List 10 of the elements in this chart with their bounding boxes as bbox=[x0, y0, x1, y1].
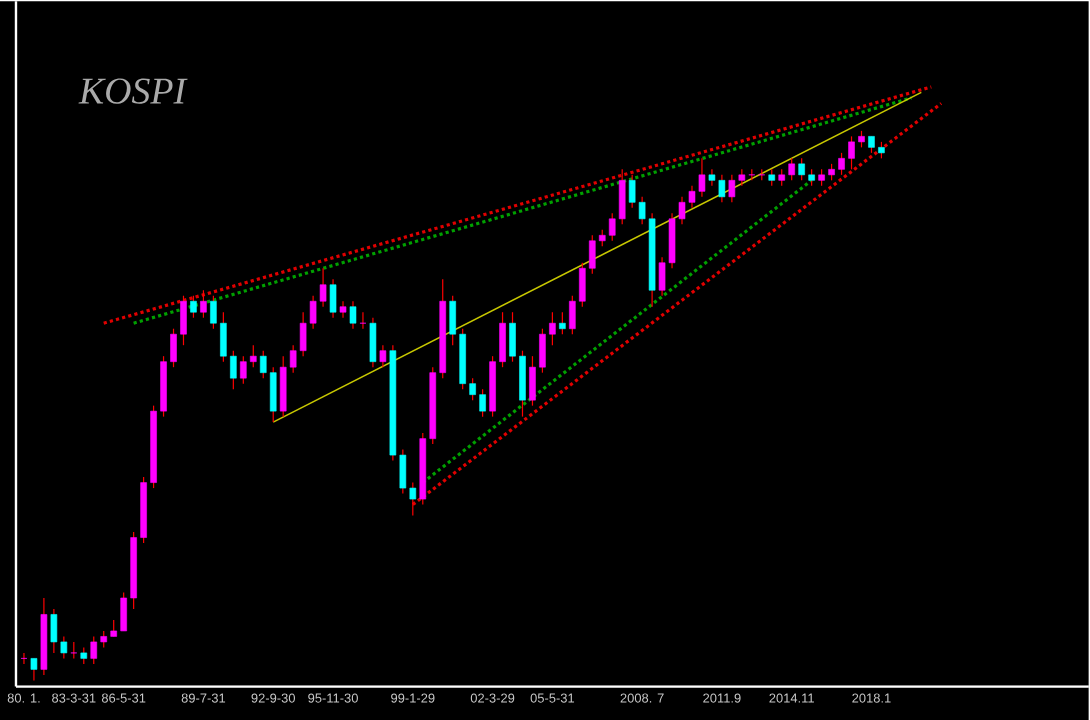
candlestick bbox=[349, 300, 357, 330]
candlestick bbox=[329, 278, 337, 319]
candlestick bbox=[369, 316, 377, 368]
candlestick bbox=[200, 289, 207, 319]
candlestick bbox=[30, 657, 38, 681]
candlestick bbox=[559, 311, 566, 335]
candlestick bbox=[339, 300, 347, 319]
candlestick bbox=[190, 294, 197, 319]
chart-title: KOSPI bbox=[78, 78, 188, 104]
candlestick bbox=[379, 344, 387, 368]
